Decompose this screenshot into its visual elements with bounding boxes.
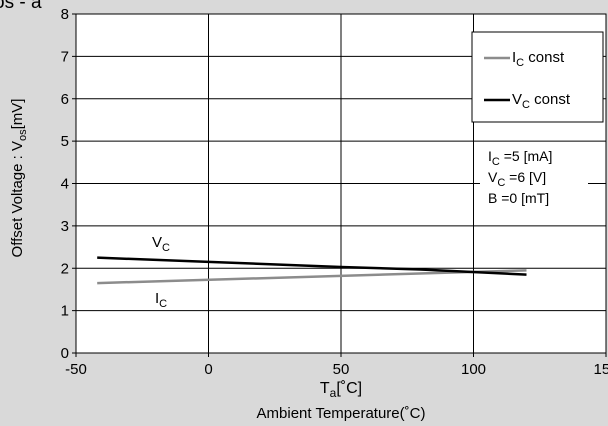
series-lines — [97, 256, 527, 285]
y-tick-label: 0 — [61, 345, 69, 362]
y-axis-label: Offset Voltage : Vos[mV] — [9, 99, 29, 258]
legend-box — [471, 31, 604, 123]
condition-ic: IC =5 [mA] — [488, 148, 552, 168]
conditions-box — [480, 145, 588, 213]
y-tick-label: 3 — [61, 218, 69, 235]
series-line-0 — [97, 269, 527, 285]
legend-entry-ic: IC const — [512, 49, 565, 69]
legend-entry-vc: VC const — [512, 91, 571, 111]
x-tick-label: 50 — [333, 361, 350, 378]
chart-title: os - a — [0, 0, 42, 13]
y-tick-label: 1 — [61, 303, 69, 320]
conditions-annotation: IC =5 [mA] VC =6 [V] B =0 [mT] — [480, 145, 588, 213]
x-axis-secondary-label: Ambient Temperature(˚C) — [257, 405, 426, 422]
legend: IC const VC const — [471, 31, 604, 123]
y-tick-label: 2 — [61, 260, 69, 277]
series-line-1 — [97, 256, 527, 276]
y-tick-label: 8 — [61, 6, 69, 23]
x-axis-label: Ta[˚C] — [320, 380, 362, 400]
grid — [72, 13, 607, 357]
tick-labels: -50050100150012345678 — [61, 6, 608, 378]
condition-b: B =0 [mT] — [488, 190, 549, 206]
y-tick-label: 7 — [61, 48, 69, 65]
y-tick-label: 4 — [61, 176, 69, 193]
series-label-vc: VC — [152, 234, 170, 254]
x-tick-label: 0 — [204, 361, 212, 378]
series-label-ic: IC — [155, 290, 167, 310]
x-tick-label: -50 — [65, 361, 87, 378]
x-tick-label: 100 — [461, 361, 486, 378]
y-tick-label: 6 — [61, 91, 69, 108]
x-tick-label: 150 — [593, 361, 608, 378]
condition-vc: VC =6 [V] — [488, 169, 546, 189]
y-tick-label: 5 — [61, 133, 69, 150]
